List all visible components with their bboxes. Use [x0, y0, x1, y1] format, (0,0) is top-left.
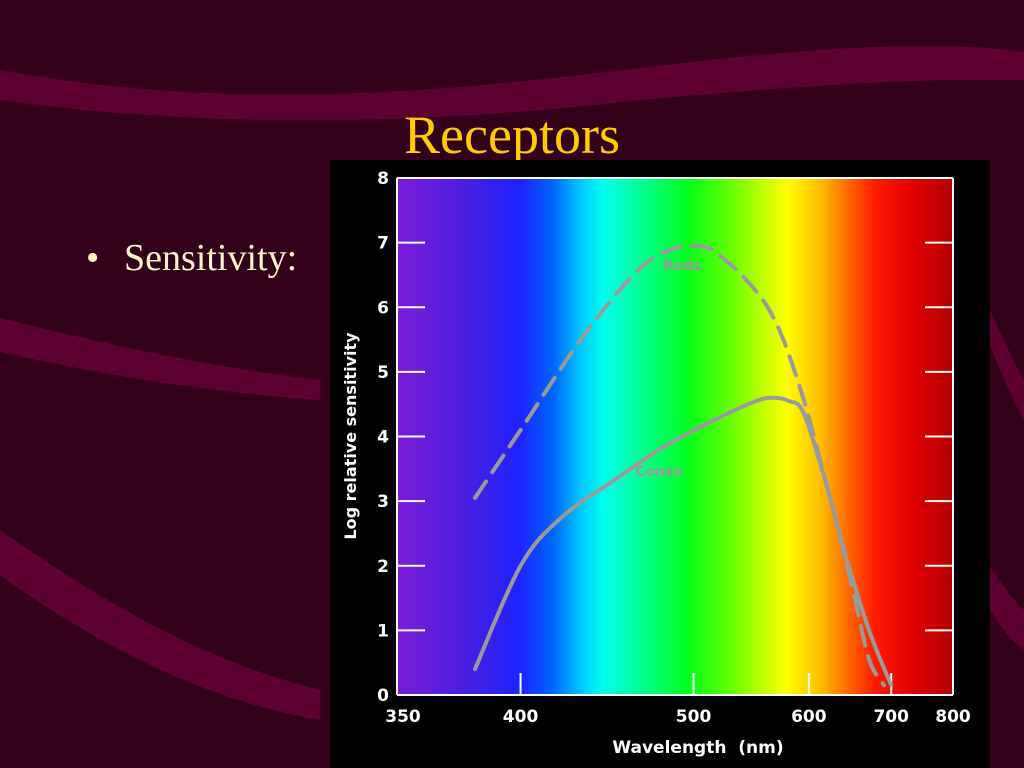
series-label-cones: Cones — [635, 464, 683, 480]
background-ribbon-left-lower — [0, 530, 320, 720]
y-tick-label: 6 — [377, 298, 389, 318]
y-tick-label: 4 — [377, 428, 389, 448]
x-axis-ticks: 350 400 500 600 700 800 — [385, 673, 971, 727]
background-ribbon-right — [985, 300, 1024, 420]
y-tick-label: 1 — [377, 621, 389, 641]
sensitivity-curves — [473, 243, 894, 688]
x-tick-label: 600 — [791, 707, 827, 727]
x-axis-label: Wavelength (nm) — [612, 738, 783, 758]
y-tick-label: 7 — [377, 234, 389, 254]
y-tick-label: 3 — [377, 492, 389, 512]
bullet-text: Sensitivity: — [124, 237, 298, 279]
slide-title: Receptors — [404, 105, 620, 165]
series-curve-rods — [473, 243, 887, 688]
y-tick-label: 0 — [377, 686, 389, 706]
x-tick-label: 500 — [676, 707, 712, 727]
x-tick-label: 350 — [385, 707, 421, 727]
y-axis-label: Log relative sensitivity — [341, 332, 360, 540]
series-label-rods: Rods — [663, 258, 702, 274]
y-tick-label: 2 — [377, 557, 389, 577]
bullet-item: • Sensitivity: — [86, 233, 297, 283]
x-tick-label: 800 — [935, 707, 971, 727]
background-ribbon-right-lower — [985, 560, 1024, 650]
background-ribbon-top — [0, 45, 1024, 121]
y-axis-ticks: 0 1 2 3 4 5 6 7 8 — [377, 169, 953, 706]
x-tick-label: 700 — [873, 707, 909, 727]
x-tick-label: 400 — [503, 707, 539, 727]
series-curve-cones — [473, 395, 894, 688]
bullet-icon: • — [86, 237, 100, 279]
y-tick-label: 8 — [377, 169, 389, 189]
spectrum-background — [398, 178, 953, 695]
y-tick-label: 5 — [377, 363, 389, 383]
background-ribbon-left — [0, 318, 320, 400]
